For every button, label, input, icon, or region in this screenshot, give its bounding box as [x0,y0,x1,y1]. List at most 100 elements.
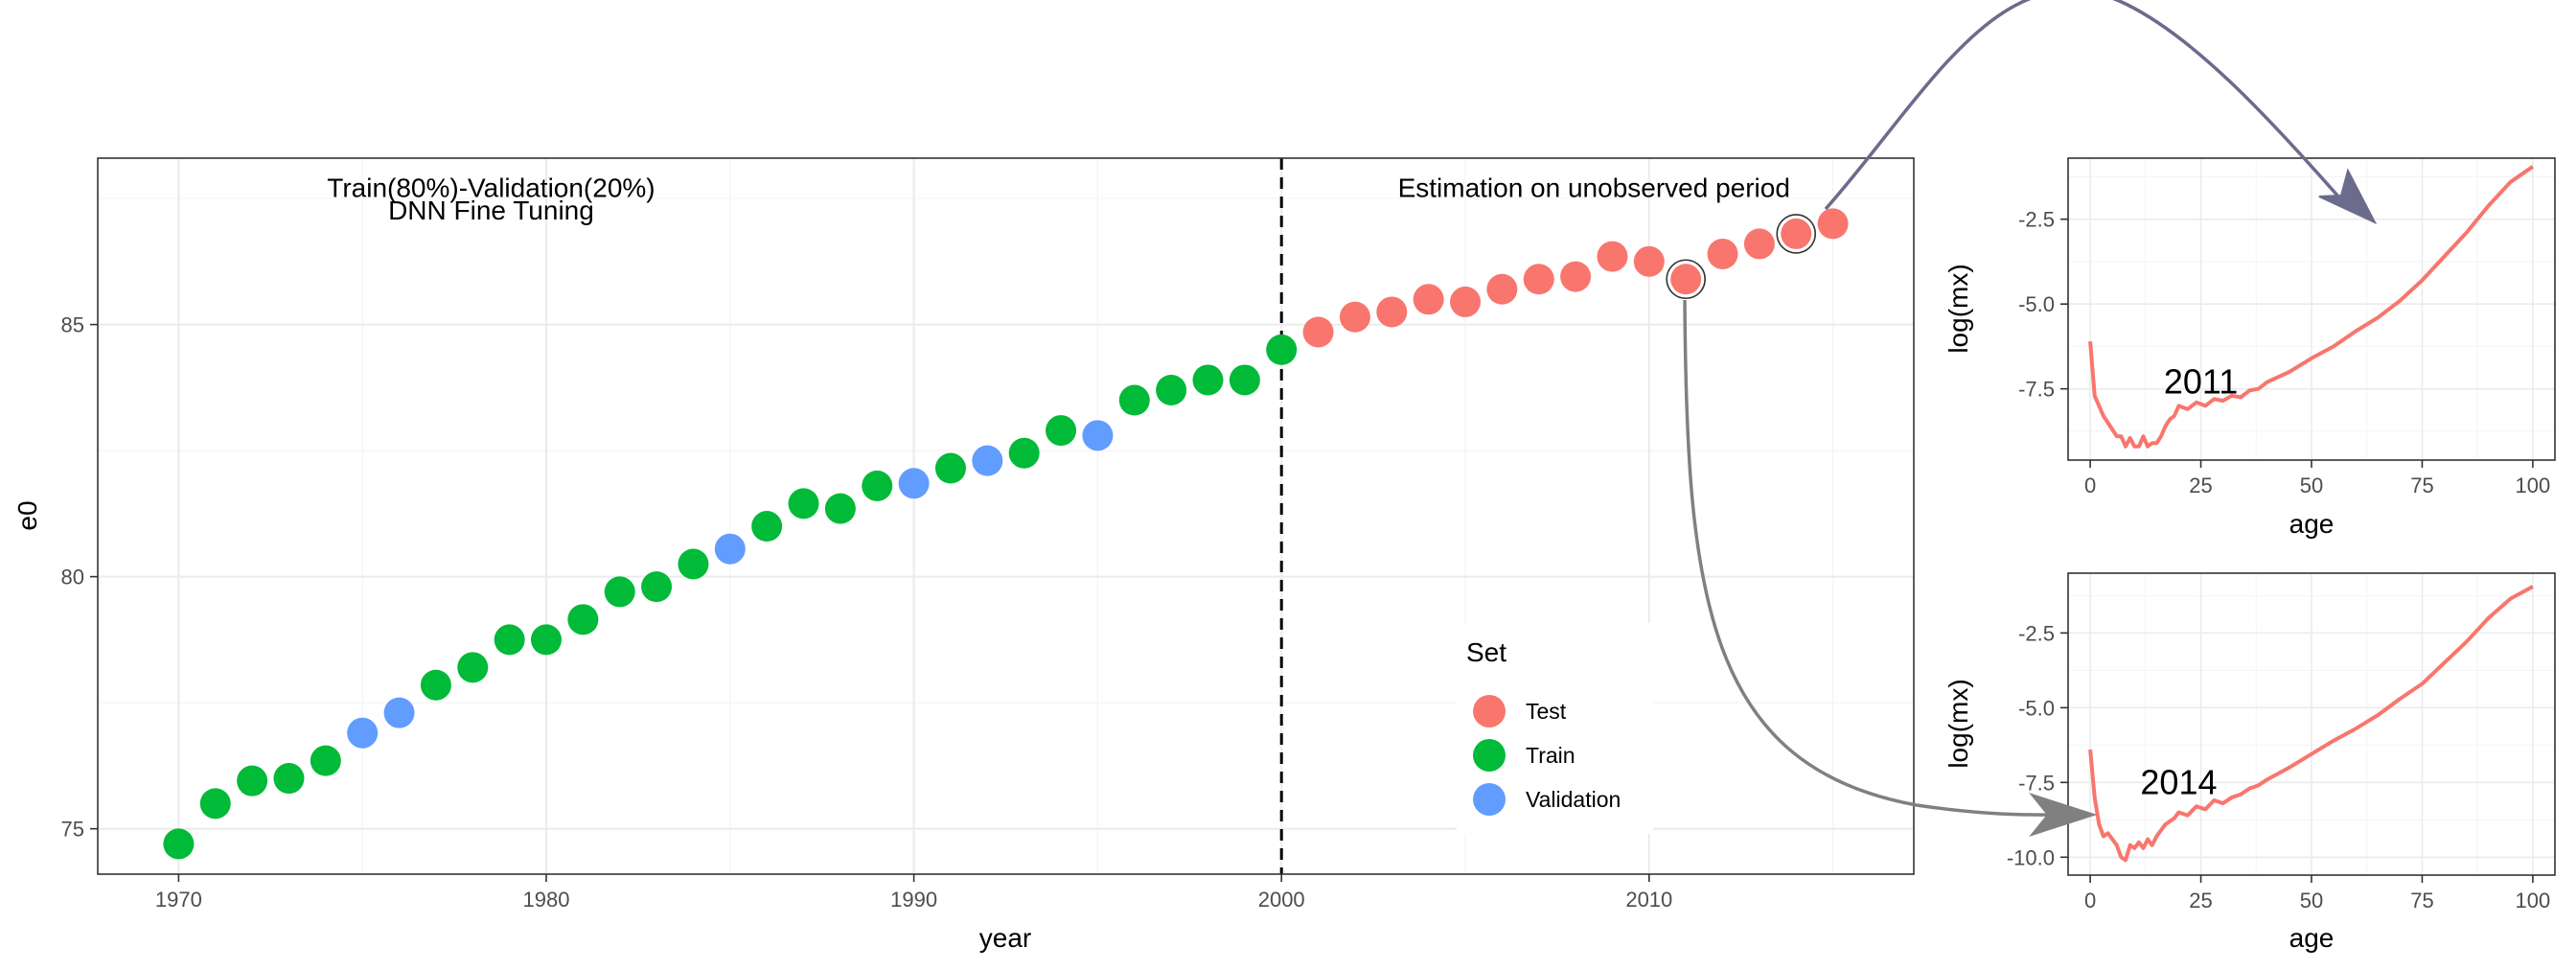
y-tick-label: -7.5 [2018,378,2055,402]
data-point-test-2010 [1633,245,1665,277]
data-point-train-1987 [788,488,819,520]
data-point-validation-1975 [347,717,379,749]
grid-lines [2068,158,2555,460]
annotation-text: Estimation on unobserved period [1398,173,1790,203]
y-axis-label: log(mx) [1944,264,1973,353]
y-tick-label: -5.0 [2018,696,2055,720]
data-point-train-1970 [163,828,195,860]
y-tick-label: -5.0 [2018,292,2055,316]
data-point-test-2008 [1560,261,1592,292]
data-point-test-2013 [1743,228,1775,260]
data-point-validation-1992 [972,445,1003,476]
arrow-2011-to-panel [1683,299,2061,817]
x-axis-ticks: 0 25 50 75 100 [2084,875,2550,912]
x-axis-ticks: 1970 1980 1990 2000 2010 [155,874,1672,912]
y-tick-label: -7.5 [2018,771,2055,795]
y-axis-label: e0 [12,500,42,530]
data-point-train-1998 [1192,364,1224,396]
annotations: Train(80%)-Validation(20%)DNN Fine Tunin… [327,173,1790,226]
arrowhead-icon [2318,168,2378,225]
data-point-train-1991 [934,452,966,484]
data-point-train-1977 [420,669,451,701]
year-label: 2014 [2140,762,2217,801]
x-tick-label: 1970 [155,888,202,912]
data-point-train-1999 [1229,364,1260,396]
x-tick-label: 75 [2410,473,2433,497]
grid-lines [2068,573,2555,875]
y-axis-ticks: -2.5 -5.0 -7.5 [2018,208,2068,402]
data-point-train-1972 [237,765,268,797]
y-tick-label: 80 [61,566,84,589]
mortality-curve-2014: 2014 0 25 50 75 100 -2.5 -5.0 -7.5 -10.0 age lo… [1944,572,2556,953]
data-point-test-2004 [1413,284,1444,315]
data-point-train-2000 [1266,334,1298,365]
x-tick-label: 0 [2084,473,2096,497]
data-point-test-2006 [1486,273,1518,305]
legend-label-validation: Validation [1526,787,1621,812]
main-scatter-chart: Train(80%)-Validation(20%)DNN Fine Tunin… [12,157,1915,953]
y-axis-label: log(mx) [1944,679,1973,768]
x-tick-label: 25 [2189,473,2212,497]
data-point-train-1983 [641,571,673,603]
x-tick-label: 2010 [1625,888,1672,912]
data-point-train-1988 [824,493,856,524]
x-tick-label: 100 [2516,889,2551,912]
data-point-validation-1976 [383,697,415,728]
legend-swatch-train [1473,739,1506,772]
data-point-test-2002 [1339,301,1370,333]
arrowhead-icon [2029,793,2098,837]
annotation-text: DNN Fine Tuning [388,196,594,225]
data-point-test-2014 [1781,218,1812,249]
data-point-test-2005 [1450,286,1482,317]
data-points [163,208,1849,860]
data-point-train-1997 [1156,374,1187,405]
x-tick-label: 50 [2300,473,2323,497]
data-point-train-1982 [604,576,635,608]
legend-label-train: Train [1526,743,1576,768]
data-point-train-1994 [1046,415,1077,447]
data-point-train-1979 [494,624,525,656]
x-axis-label: year [979,923,1031,953]
legend-label-test: Test [1526,699,1567,724]
mortality-line [2088,585,2534,863]
x-tick-label: 2000 [1258,888,1305,912]
data-point-test-2012 [1707,238,1738,269]
y-tick-label: -2.5 [2018,208,2055,232]
panel-border [97,157,1915,875]
data-point-train-1981 [567,604,599,635]
annotation-text: Train(80%)-Validation(20%) [327,173,655,203]
x-axis-label: age [2289,923,2334,953]
data-point-test-2009 [1597,241,1628,272]
legend-swatch-validation [1473,783,1506,816]
y-tick-label: -2.5 [2018,621,2055,645]
legend-swatch-test [1473,695,1506,728]
y-tick-label: 85 [61,313,84,337]
connector-arrows [1683,0,2378,837]
data-point-train-1986 [751,511,783,543]
x-tick-label: 1980 [523,888,570,912]
highlighted-points [1666,214,1817,300]
data-point-train-1989 [862,470,893,501]
arrow-2014-to-panel [1824,0,2340,211]
legend-title: Set [1466,637,1506,667]
highlight-ring-2014 [1776,214,1817,254]
legend: Set Test Train Validation [1457,623,1653,834]
data-point-test-2015 [1817,208,1849,240]
x-axis-label: age [2289,509,2334,539]
data-point-validation-1985 [714,533,746,565]
mortality-line [2088,165,2535,449]
x-tick-label: 100 [2516,473,2551,497]
data-point-train-1993 [1008,437,1040,469]
highlight-ring-2011 [1666,259,1706,300]
data-point-train-1971 [199,788,231,820]
mortality-curve-2011: 2011 0 25 50 75 100 -2.5 -5.0 -7.5 age log(mx) [1944,157,2556,539]
x-tick-label: 75 [2410,889,2433,912]
data-point-train-1984 [678,548,709,580]
data-point-train-1974 [310,745,341,776]
data-point-train-1978 [457,652,489,683]
data-point-test-2007 [1523,264,1554,295]
data-point-train-1973 [273,763,305,795]
y-tick-label: 75 [61,818,84,842]
x-axis-ticks: 0 25 50 75 100 [2084,460,2550,497]
data-point-test-2011 [1670,264,1702,295]
